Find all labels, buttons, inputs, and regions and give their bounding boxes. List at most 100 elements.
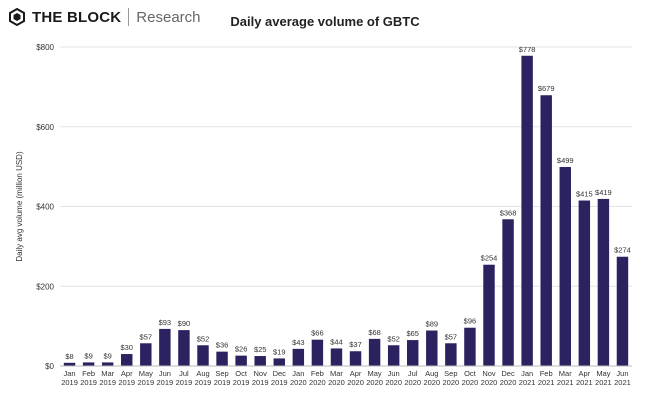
x-tick-label-month: May — [139, 369, 153, 378]
x-tick-label-year: 2020 — [481, 378, 498, 387]
data-label: $419 — [595, 188, 612, 197]
bar — [502, 219, 514, 366]
bar — [387, 345, 400, 366]
y-tick-label: $400 — [36, 203, 54, 212]
x-tick-label-year: 2021 — [576, 378, 593, 387]
bar — [349, 351, 362, 366]
x-tick-label-month: Oct — [235, 369, 248, 378]
x-tick-label-year: 2020 — [423, 378, 440, 387]
data-label: $30 — [120, 343, 133, 352]
data-label: $66 — [311, 329, 324, 338]
x-tick-label-month: Jun — [388, 369, 400, 378]
data-label: $9 — [84, 351, 92, 360]
bar — [597, 198, 610, 366]
bar — [521, 55, 533, 367]
bar — [235, 355, 247, 366]
x-tick-label-month: Jan — [292, 369, 304, 378]
data-label: $96 — [464, 317, 477, 326]
bar — [559, 167, 571, 366]
x-tick-label-year: 2021 — [538, 378, 555, 387]
bar — [540, 95, 552, 366]
data-label: $44 — [330, 337, 343, 346]
x-tick-label-year: 2019 — [99, 378, 116, 387]
x-tick-label-year: 2019 — [61, 378, 78, 387]
x-tick-label-year: 2020 — [443, 378, 460, 387]
x-tick-label-year: 2021 — [595, 378, 612, 387]
y-axis-label: Daily avg volume (million USD) — [15, 151, 24, 262]
chart-title: Daily average volume of GBTC — [230, 14, 420, 29]
x-tick-label-year: 2019 — [118, 378, 135, 387]
data-label: $65 — [406, 329, 419, 338]
x-tick-label-year: 2019 — [195, 378, 212, 387]
data-label: $415 — [576, 190, 593, 199]
x-tick-label-month: Feb — [540, 369, 553, 378]
y-tick-label: $0 — [45, 362, 54, 371]
data-label: $36 — [216, 341, 229, 350]
x-tick-label-month: Mar — [330, 369, 343, 378]
brand-header: THE BLOCK Research — [8, 5, 201, 29]
x-tick-label-month: Nov — [254, 369, 268, 378]
data-label: $52 — [197, 334, 210, 343]
the-block-logo-icon — [9, 8, 25, 26]
x-tick-label-month: Sep — [215, 369, 228, 378]
x-tick-label-month: Mar — [559, 369, 572, 378]
data-label: $19 — [273, 347, 286, 356]
x-tick-label-month: Jun — [159, 369, 171, 378]
x-tick-label-month: May — [368, 369, 382, 378]
x-tick-label-year: 2020 — [290, 378, 307, 387]
data-label: $9 — [103, 351, 111, 360]
x-tick-label-year: 2020 — [500, 378, 517, 387]
x-tick-label-month: Mar — [101, 369, 114, 378]
data-label: $37 — [349, 340, 362, 349]
data-label: $43 — [292, 338, 305, 347]
data-label: $368 — [500, 208, 517, 217]
bar — [578, 200, 591, 366]
x-tick-label-year: 2019 — [137, 378, 154, 387]
x-tick-label-year: 2019 — [80, 378, 97, 387]
data-label: $57 — [140, 332, 153, 341]
x-tick-label-year: 2020 — [385, 378, 402, 387]
x-tick-label-month: Apr — [350, 369, 362, 378]
data-label: $679 — [538, 84, 555, 93]
x-tick-label-month: Jul — [408, 369, 418, 378]
bar — [445, 343, 457, 366]
x-tick-label-year: 2019 — [214, 378, 231, 387]
bar — [616, 256, 629, 366]
x-tick-label-month: Aug — [425, 369, 438, 378]
bar — [159, 328, 171, 366]
x-tick-label-year: 2019 — [252, 378, 269, 387]
data-label: $778 — [519, 45, 536, 54]
x-tick-label-year: 2019 — [233, 378, 250, 387]
x-tick-label-month: Feb — [311, 369, 324, 378]
bar — [368, 338, 381, 366]
x-tick-label-year: 2020 — [347, 378, 364, 387]
bar — [254, 356, 266, 366]
data-label: $274 — [614, 246, 631, 255]
x-tick-label-year: 2020 — [404, 378, 421, 387]
x-tick-label-year: 2021 — [519, 378, 536, 387]
bar — [140, 343, 152, 366]
brand-divider — [128, 8, 130, 26]
brand-subtitle: Research — [136, 8, 201, 26]
data-label: $57 — [445, 332, 458, 341]
data-label: $25 — [254, 345, 267, 354]
brand-name: THE BLOCK — [32, 8, 122, 26]
x-tick-label-year: 2019 — [271, 378, 288, 387]
bar — [121, 354, 133, 366]
x-tick-label-year: 2021 — [614, 378, 631, 387]
data-label: $499 — [557, 156, 574, 165]
data-label: $68 — [368, 328, 381, 337]
bar — [311, 339, 324, 366]
x-tick-label-month: Apr — [578, 369, 590, 378]
x-tick-label-year: 2020 — [462, 378, 479, 387]
bar — [273, 358, 285, 366]
x-tick-label-year: 2019 — [157, 378, 174, 387]
x-tick-label-month: Dec — [273, 369, 287, 378]
data-label: $254 — [481, 254, 498, 263]
x-tick-label-month: Apr — [121, 369, 133, 378]
x-tick-label-month: Feb — [82, 369, 95, 378]
bar — [330, 348, 343, 366]
x-tick-label-month: Jan — [521, 369, 533, 378]
x-tick-label-year: 2020 — [366, 378, 383, 387]
